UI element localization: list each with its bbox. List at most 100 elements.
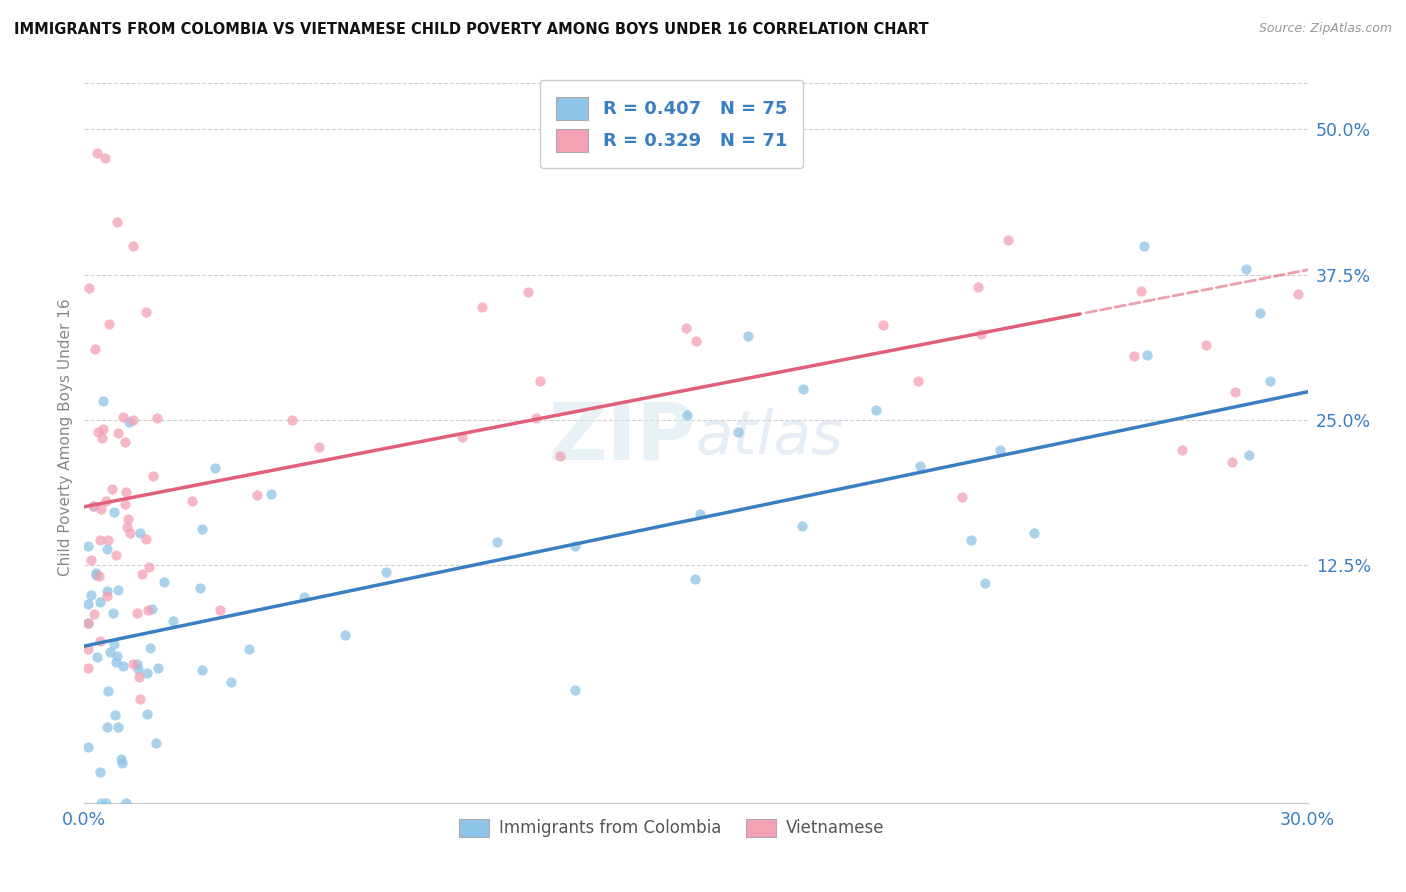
Point: [188, 581, 211, 595]
Point: [105, 215, 128, 229]
Point: [104, 707, 127, 722]
Point: [96, 541, 118, 556]
Point: [790, 519, 813, 533]
Point: [1260, 374, 1282, 388]
Point: [191, 663, 214, 677]
Point: [907, 374, 929, 388]
Point: [141, 601, 163, 615]
Point: [91, 394, 114, 409]
Point: [1195, 338, 1218, 352]
Point: [96, 720, 118, 734]
Point: [107, 583, 129, 598]
Legend: Immigrants from Colombia, Vietnamese: Immigrants from Colombia, Vietnamese: [450, 810, 893, 846]
Point: [114, 484, 136, 499]
Point: [865, 403, 887, 417]
Point: [122, 238, 145, 252]
Point: [105, 649, 128, 664]
Point: [1123, 349, 1146, 363]
Text: atlas: atlas: [696, 408, 844, 467]
Point: [125, 657, 148, 672]
Point: [90, 796, 112, 810]
Point: [80, 588, 103, 602]
Point: [83, 499, 105, 513]
Point: [103, 637, 125, 651]
Point: [974, 575, 997, 590]
Point: [80, 553, 103, 567]
Point: [676, 408, 699, 422]
Point: [142, 469, 165, 483]
Point: [135, 666, 157, 681]
Point: [84, 567, 107, 582]
Point: [89, 765, 111, 780]
Point: [908, 458, 931, 473]
Point: [77, 739, 100, 754]
Point: [139, 640, 162, 655]
Point: [1171, 442, 1194, 457]
Y-axis label: Child Poverty Among Boys Under 16: Child Poverty Among Boys Under 16: [58, 298, 73, 576]
Point: [96, 584, 118, 599]
Point: [97, 684, 120, 698]
Point: [91, 431, 114, 445]
Point: [129, 526, 152, 541]
Point: [966, 279, 988, 293]
Point: [115, 796, 138, 810]
Point: [89, 569, 111, 583]
Point: [114, 497, 136, 511]
Point: [100, 645, 122, 659]
Point: [148, 660, 170, 674]
Point: [208, 603, 231, 617]
Point: [77, 660, 100, 674]
Point: [84, 343, 107, 357]
Point: [146, 410, 169, 425]
Point: [107, 426, 129, 441]
Point: [529, 375, 551, 389]
Point: [997, 233, 1019, 247]
Point: [281, 413, 304, 427]
Point: [524, 410, 547, 425]
Point: [485, 534, 508, 549]
Point: [77, 642, 100, 657]
Point: [105, 548, 128, 562]
Point: [97, 318, 120, 332]
Point: [308, 440, 330, 454]
Point: [1133, 238, 1156, 252]
Point: [792, 382, 814, 396]
Point: [77, 539, 100, 553]
Point: [204, 461, 226, 475]
Point: [246, 488, 269, 502]
Point: [89, 595, 111, 609]
Point: [451, 430, 474, 444]
Point: [93, 152, 115, 166]
Point: [94, 796, 117, 810]
Point: [135, 305, 157, 319]
Point: [685, 334, 707, 349]
Point: [517, 285, 540, 299]
Point: [103, 505, 125, 519]
Point: [238, 641, 260, 656]
Point: [87, 425, 110, 439]
Point: [153, 575, 176, 590]
Point: [1223, 385, 1246, 400]
Point: [86, 649, 108, 664]
Point: [101, 606, 124, 620]
Point: [77, 616, 100, 631]
Point: [121, 413, 143, 427]
Point: [1239, 448, 1261, 462]
Point: [960, 533, 983, 548]
Point: [105, 655, 128, 669]
Point: [129, 692, 152, 706]
Point: [101, 483, 124, 497]
Point: [114, 434, 136, 449]
Point: [90, 502, 112, 516]
Point: [115, 520, 138, 534]
Point: [136, 603, 159, 617]
Point: [118, 525, 141, 540]
Point: [727, 425, 749, 439]
Point: [91, 422, 114, 436]
Point: [564, 683, 586, 698]
Point: [1136, 348, 1159, 362]
Point: [97, 533, 120, 547]
Text: IMMIGRANTS FROM COLOMBIA VS VIETNAMESE CHILD POVERTY AMONG BOYS UNDER 16 CORRELA: IMMIGRANTS FROM COLOMBIA VS VIETNAMESE C…: [14, 22, 929, 37]
Point: [138, 560, 160, 574]
Point: [107, 720, 129, 734]
